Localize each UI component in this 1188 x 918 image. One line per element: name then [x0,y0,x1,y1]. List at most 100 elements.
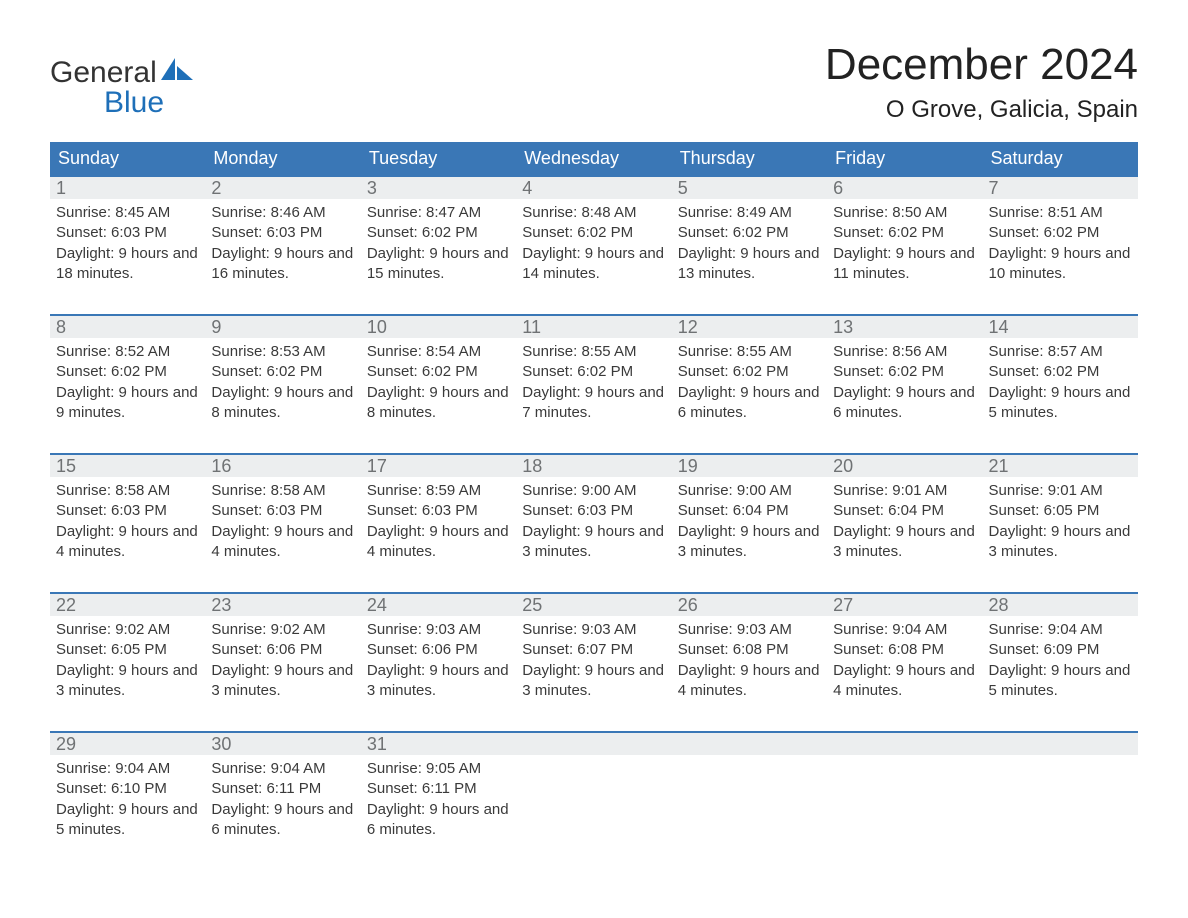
day-cell: 1Sunrise: 8:45 AMSunset: 6:03 PMDaylight… [50,177,205,290]
sunset-line: Sunset: 6:02 PM [989,362,1132,382]
day-detail: Sunrise: 8:58 AMSunset: 6:03 PMDaylight:… [50,477,205,568]
day-cell: 8Sunrise: 8:52 AMSunset: 6:02 PMDaylight… [50,316,205,429]
day-cell: 25Sunrise: 9:03 AMSunset: 6:07 PMDayligh… [516,594,671,707]
day-cell: 13Sunrise: 8:56 AMSunset: 6:02 PMDayligh… [827,316,982,429]
day-number: 24 [361,594,516,616]
sunrise-line: Sunrise: 8:50 AM [833,203,976,223]
day-number [983,733,1138,755]
sunset-line: Sunset: 6:02 PM [367,223,510,243]
sunrise-line: Sunrise: 9:03 AM [367,620,510,640]
day-cell: 4Sunrise: 8:48 AMSunset: 6:02 PMDaylight… [516,177,671,290]
sunrise-line: Sunrise: 9:04 AM [989,620,1132,640]
logo-text-bottom: Blue [50,88,195,118]
day-cell: 18Sunrise: 9:00 AMSunset: 6:03 PMDayligh… [516,455,671,568]
sunrise-line: Sunrise: 8:55 AM [678,342,821,362]
day-cell: 9Sunrise: 8:53 AMSunset: 6:02 PMDaylight… [205,316,360,429]
day-cell: 10Sunrise: 8:54 AMSunset: 6:02 PMDayligh… [361,316,516,429]
day-detail: Sunrise: 9:01 AMSunset: 6:04 PMDaylight:… [827,477,982,568]
day-detail: Sunrise: 9:02 AMSunset: 6:05 PMDaylight:… [50,616,205,707]
day-cell: 14Sunrise: 8:57 AMSunset: 6:02 PMDayligh… [983,316,1138,429]
day-cell: 16Sunrise: 8:58 AMSunset: 6:03 PMDayligh… [205,455,360,568]
day-number: 23 [205,594,360,616]
sail-icon [161,58,195,88]
sunset-line: Sunset: 6:03 PM [211,501,354,521]
sunset-line: Sunset: 6:04 PM [678,501,821,521]
daylight-line: Daylight: 9 hours and 3 minutes. [989,522,1132,563]
logo-text-top: General [50,58,157,88]
daylight-line: Daylight: 9 hours and 18 minutes. [56,244,199,285]
day-cell: 29Sunrise: 9:04 AMSunset: 6:10 PMDayligh… [50,733,205,846]
day-number: 3 [361,177,516,199]
day-number: 11 [516,316,671,338]
daylight-line: Daylight: 9 hours and 3 minutes. [522,522,665,563]
day-cell: 2Sunrise: 8:46 AMSunset: 6:03 PMDaylight… [205,177,360,290]
day-cell: 21Sunrise: 9:01 AMSunset: 6:05 PMDayligh… [983,455,1138,568]
sunrise-line: Sunrise: 8:58 AM [211,481,354,501]
sunset-line: Sunset: 6:09 PM [989,640,1132,660]
day-cell: 11 Sunrise: 8:55 AMSunset: 6:02 PMDayligh… [516,316,671,429]
sunset-line: Sunset: 6:04 PM [833,501,976,521]
sunrise-line: Sunrise: 8:46 AM [211,203,354,223]
day-cell: 20Sunrise: 9:01 AMSunset: 6:04 PMDayligh… [827,455,982,568]
day-detail: Sunrise: 9:04 AMSunset: 6:10 PMDaylight:… [50,755,205,846]
day-number: 28 [983,594,1138,616]
day-detail: Sunrise: 8:59 AMSunset: 6:03 PMDaylight:… [361,477,516,568]
day-header: Wednesday [516,142,671,175]
day-cell: 22Sunrise: 9:02 AMSunset: 6:05 PMDayligh… [50,594,205,707]
sunrise-line: Sunrise: 9:04 AM [56,759,199,779]
sunset-line: Sunset: 6:02 PM [522,362,665,382]
sunrise-line: Sunrise: 8:55 AM [522,342,665,362]
day-number: 6 [827,177,982,199]
daylight-line: Daylight: 9 hours and 3 minutes. [367,661,510,702]
week-row: 22Sunrise: 9:02 AMSunset: 6:05 PMDayligh… [50,592,1138,707]
day-cell: 24Sunrise: 9:03 AMSunset: 6:06 PMDayligh… [361,594,516,707]
sunrise-line: Sunrise: 9:00 AM [678,481,821,501]
day-number: 18 [516,455,671,477]
sunset-line: Sunset: 6:03 PM [211,223,354,243]
day-detail: Sunrise: 9:03 AMSunset: 6:06 PMDaylight:… [361,616,516,707]
daylight-line: Daylight: 9 hours and 15 minutes. [367,244,510,285]
day-number: 8 [50,316,205,338]
sunrise-line: Sunrise: 9:02 AM [56,620,199,640]
day-number: 4 [516,177,671,199]
sunset-line: Sunset: 6:02 PM [833,362,976,382]
sunset-line: Sunset: 6:02 PM [367,362,510,382]
sunset-line: Sunset: 6:07 PM [522,640,665,660]
day-detail: Sunrise: 8:57 AMSunset: 6:02 PMDaylight:… [983,338,1138,429]
day-number: 13 [827,316,982,338]
daylight-line: Daylight: 9 hours and 7 minutes. [522,383,665,424]
day-number: 19 [672,455,827,477]
daylight-line: Daylight: 9 hours and 5 minutes. [989,661,1132,702]
day-number: 9 [205,316,360,338]
sunset-line: Sunset: 6:02 PM [989,223,1132,243]
day-cell: 7Sunrise: 8:51 AMSunset: 6:02 PMDaylight… [983,177,1138,290]
day-number: 1 [50,177,205,199]
sunset-line: Sunset: 6:03 PM [56,223,199,243]
day-cell [983,733,1138,846]
day-detail: Sunrise: 9:01 AMSunset: 6:05 PMDaylight:… [983,477,1138,568]
day-number: 25 [516,594,671,616]
day-number: 31 [361,733,516,755]
calendar: SundayMondayTuesdayWednesdayThursdayFrid… [50,142,1138,846]
sunset-line: Sunset: 6:02 PM [678,362,821,382]
daylight-line: Daylight: 9 hours and 5 minutes. [56,800,199,841]
day-number: 16 [205,455,360,477]
day-detail: Sunrise: 9:00 AMSunset: 6:04 PMDaylight:… [672,477,827,568]
weeks-container: 1Sunrise: 8:45 AMSunset: 6:03 PMDaylight… [50,175,1138,846]
day-detail: Sunrise: 9:02 AMSunset: 6:06 PMDaylight:… [205,616,360,707]
day-header: Thursday [672,142,827,175]
sunset-line: Sunset: 6:05 PM [989,501,1132,521]
day-header-row: SundayMondayTuesdayWednesdayThursdayFrid… [50,142,1138,175]
sunrise-line: Sunrise: 9:02 AM [211,620,354,640]
day-detail: Sunrise: 9:04 AMSunset: 6:09 PMDaylight:… [983,616,1138,707]
day-detail: Sunrise: 8:50 AMSunset: 6:02 PMDaylight:… [827,199,982,290]
daylight-line: Daylight: 9 hours and 10 minutes. [989,244,1132,285]
day-number [516,733,671,755]
day-detail: Sunrise: 9:04 AMSunset: 6:11 PMDaylight:… [205,755,360,846]
day-detail: Sunrise: 8:52 AMSunset: 6:02 PMDaylight:… [50,338,205,429]
day-detail: Sunrise: 8:53 AMSunset: 6:02 PMDaylight:… [205,338,360,429]
sunset-line: Sunset: 6:02 PM [56,362,199,382]
day-detail: Sunrise: 9:03 AMSunset: 6:08 PMDaylight:… [672,616,827,707]
day-header: Tuesday [361,142,516,175]
day-number: 17 [361,455,516,477]
